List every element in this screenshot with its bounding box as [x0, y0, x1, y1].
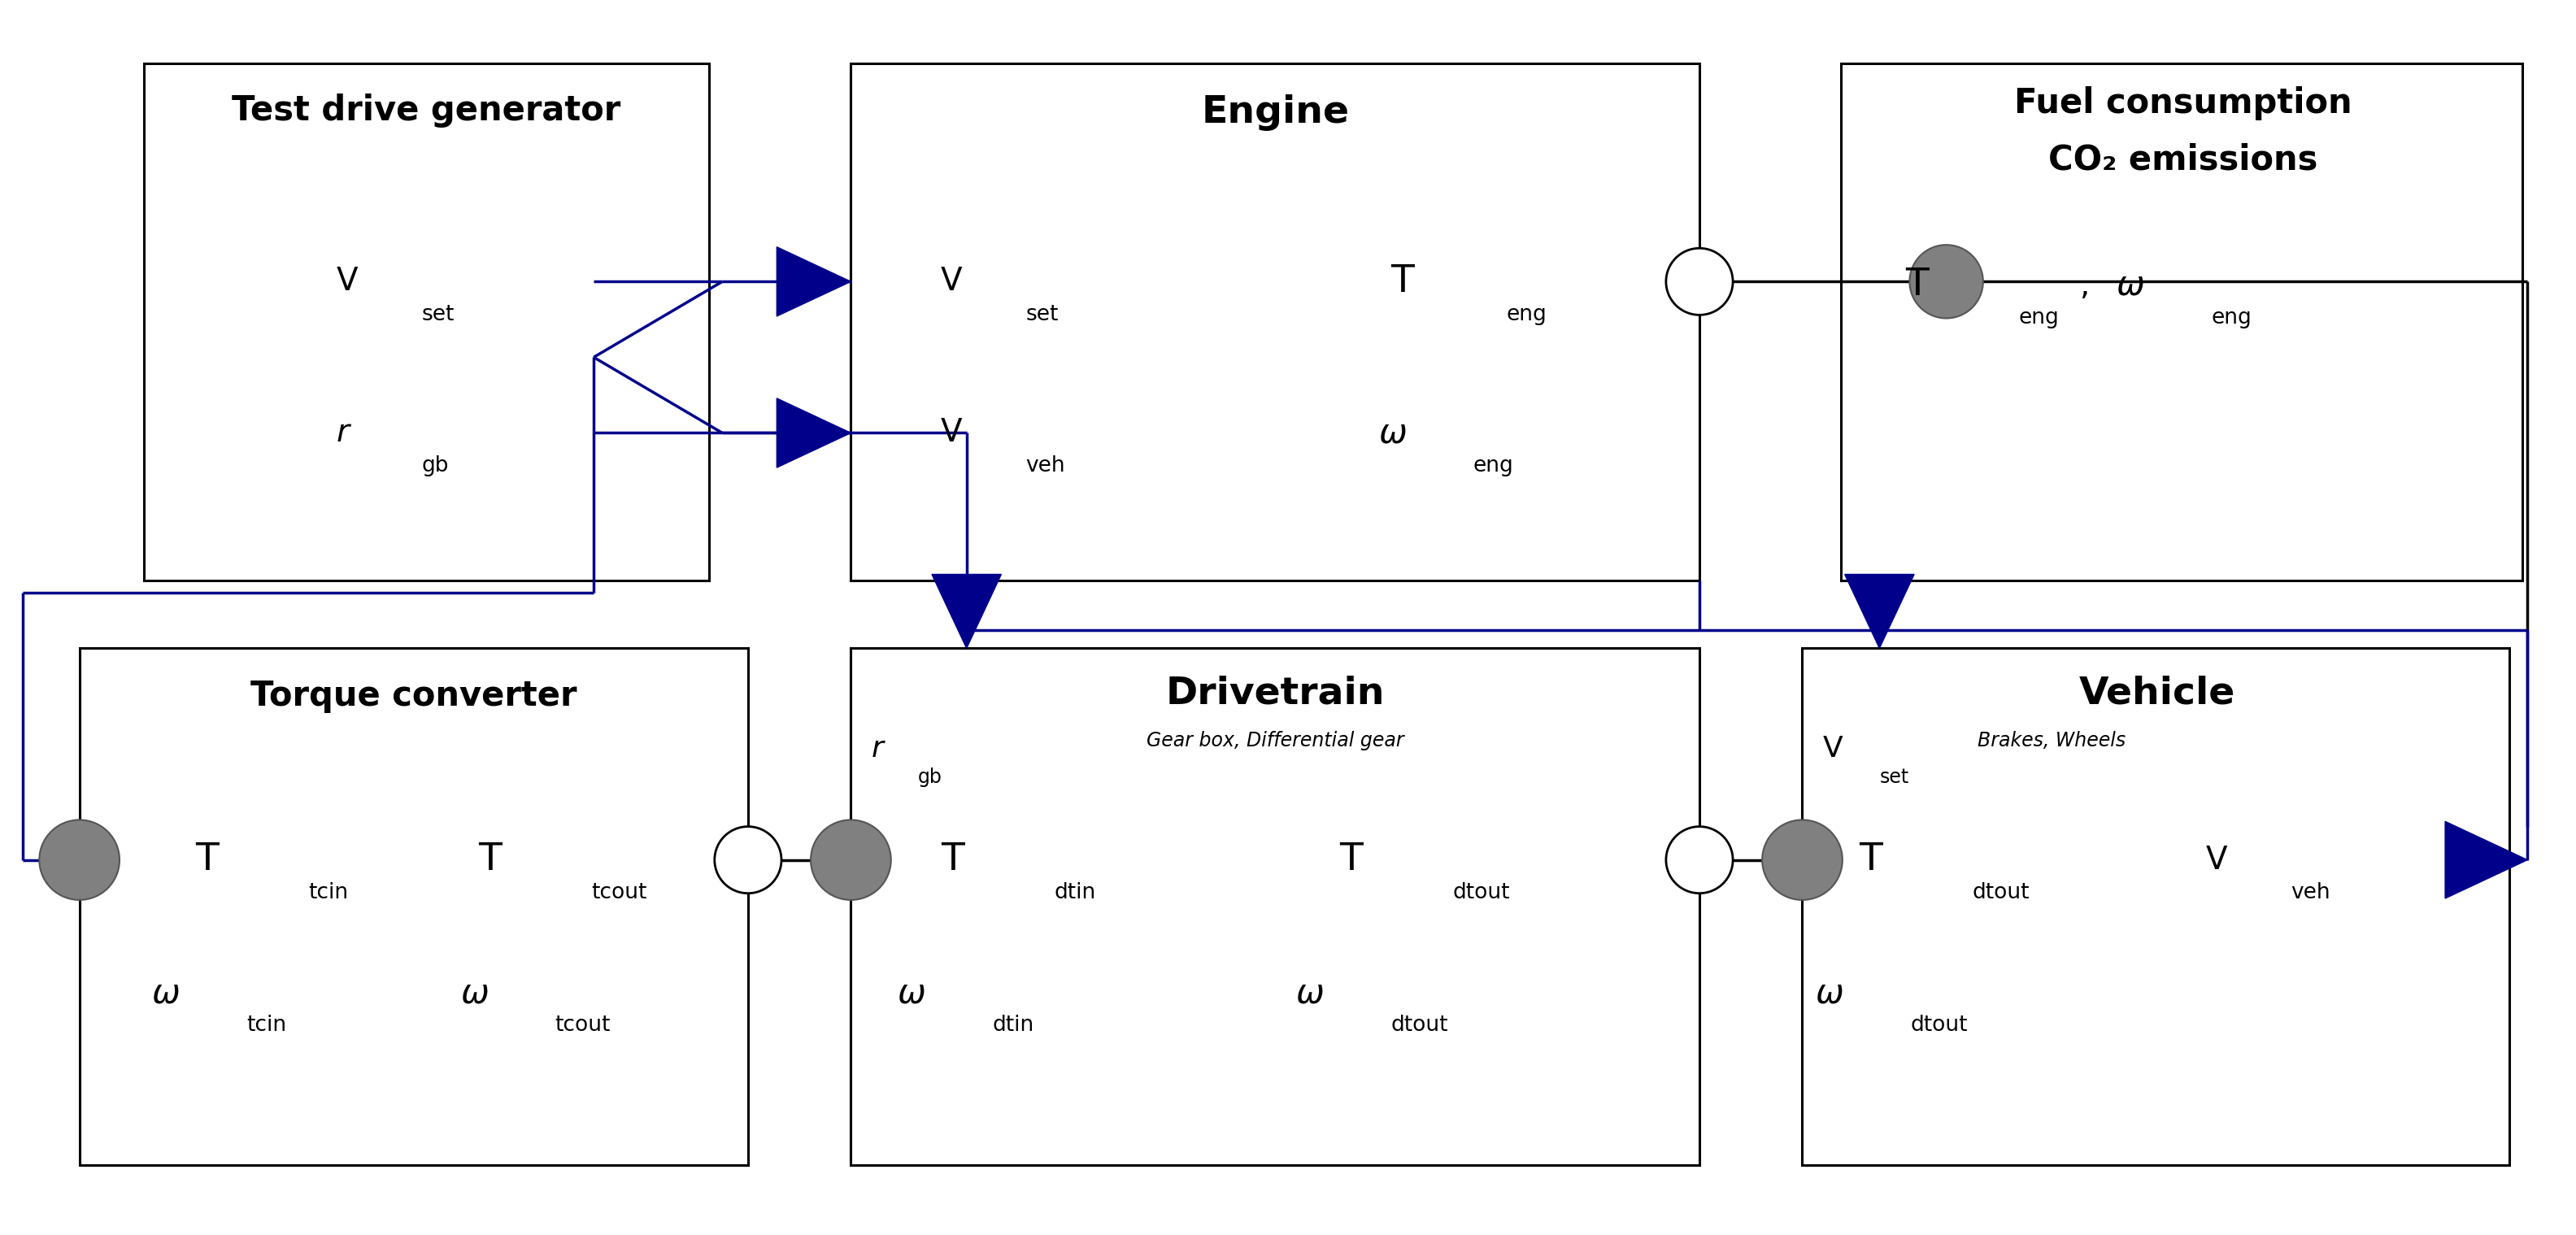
Text: V: V	[940, 266, 963, 298]
Text: tcout: tcout	[554, 1015, 611, 1036]
Text: V: V	[1824, 735, 1842, 763]
Text: Drivetrain: Drivetrain	[1164, 676, 1386, 713]
Text: CO₂ emissions: CO₂ emissions	[2048, 143, 2318, 177]
Text: eng: eng	[2020, 308, 2058, 329]
Text: tcin: tcin	[309, 882, 348, 903]
Polygon shape	[778, 247, 850, 316]
Ellipse shape	[39, 820, 118, 900]
Bar	[850, 64, 1700, 580]
Text: dtout: dtout	[1911, 1015, 1968, 1036]
Text: Brakes, Wheels: Brakes, Wheels	[1978, 731, 2125, 751]
Text: T: T	[1340, 841, 1363, 878]
Text: $\omega$: $\omega$	[461, 976, 489, 1010]
Ellipse shape	[1762, 820, 1842, 900]
Text: eng: eng	[1507, 304, 1548, 325]
Polygon shape	[933, 574, 1002, 648]
Text: T: T	[479, 841, 502, 878]
Text: veh: veh	[1025, 454, 1066, 477]
Text: V: V	[2205, 845, 2228, 876]
Bar	[80, 648, 747, 1165]
Text: $\omega$: $\omega$	[896, 976, 925, 1010]
Text: dtout: dtout	[1391, 1015, 1448, 1036]
Polygon shape	[1844, 574, 1914, 648]
Text: dtin: dtin	[992, 1015, 1033, 1036]
Text: dtout: dtout	[1973, 882, 2030, 903]
Text: T: T	[1906, 267, 1929, 304]
Ellipse shape	[811, 820, 891, 900]
Text: set: set	[422, 304, 453, 325]
Text: dtin: dtin	[1054, 882, 1095, 903]
Text: Engine: Engine	[1200, 95, 1350, 131]
Polygon shape	[778, 398, 850, 468]
Text: T: T	[1391, 263, 1414, 300]
Text: gb: gb	[422, 454, 448, 477]
Text: V: V	[940, 417, 963, 448]
Ellipse shape	[714, 826, 781, 893]
Text: $\omega$: $\omega$	[1378, 416, 1406, 450]
Text: V: V	[337, 266, 358, 298]
Text: tcout: tcout	[590, 882, 647, 903]
Polygon shape	[2445, 821, 2527, 898]
Text: tcin: tcin	[247, 1015, 286, 1036]
Bar	[1842, 64, 2522, 580]
Text: T: T	[1860, 841, 1883, 878]
Ellipse shape	[1909, 245, 1984, 319]
Text: Test drive generator: Test drive generator	[232, 94, 621, 127]
Text: ,: ,	[2079, 269, 2099, 300]
Text: $\omega$: $\omega$	[1816, 976, 1844, 1010]
Text: T: T	[940, 841, 963, 878]
Text: r: r	[871, 735, 884, 763]
Text: r: r	[337, 417, 350, 448]
Bar	[850, 648, 1700, 1165]
Text: $\omega$: $\omega$	[2115, 268, 2143, 303]
Text: Gear box, Differential gear: Gear box, Differential gear	[1146, 731, 1404, 751]
Text: Fuel consumption: Fuel consumption	[2014, 86, 2352, 120]
Text: set: set	[1025, 304, 1059, 325]
Text: dtout: dtout	[1453, 882, 1510, 903]
Ellipse shape	[1667, 248, 1734, 315]
Text: $\omega$: $\omega$	[152, 976, 180, 1010]
Bar	[144, 64, 708, 580]
Text: gb: gb	[917, 768, 943, 787]
Text: set: set	[1880, 768, 1909, 787]
Text: T: T	[196, 841, 219, 878]
Text: Torque converter: Torque converter	[250, 679, 577, 714]
Text: eng: eng	[2210, 308, 2251, 329]
Text: Vehicle: Vehicle	[2079, 676, 2236, 713]
Text: veh: veh	[2290, 882, 2331, 903]
Ellipse shape	[1667, 826, 1734, 893]
Text: $\omega$: $\omega$	[1296, 976, 1324, 1010]
Text: eng: eng	[1473, 454, 1515, 477]
Bar	[1803, 648, 2509, 1165]
